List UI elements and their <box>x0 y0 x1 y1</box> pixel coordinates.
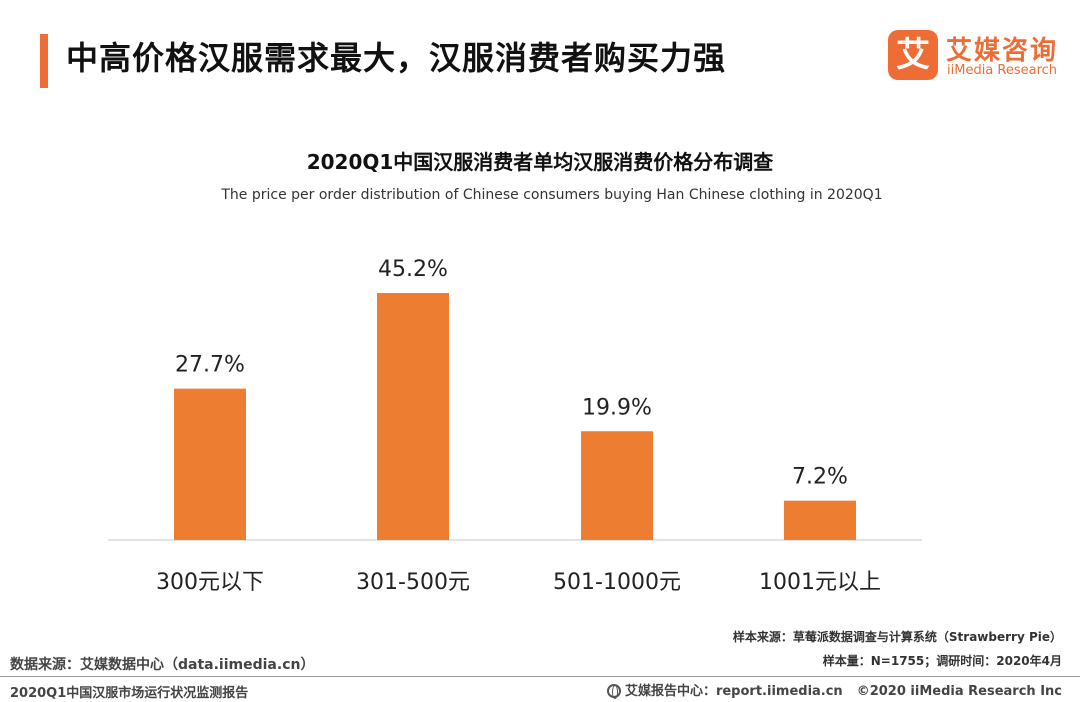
data-label-2: 45.2% <box>378 257 448 282</box>
data-label-1: 27.7% <box>175 353 245 378</box>
data-source-note: 数据来源：艾媒数据中心（data.iimedia.cn） <box>10 657 315 673</box>
category-label-1: 300元以下 <box>156 570 264 595</box>
iimedia-logo: 艾 艾媒咨询 iiMedia Research <box>888 30 1060 82</box>
title-accent-bar <box>40 34 48 88</box>
logo-mark-glyph: 艾 <box>896 35 930 75</box>
bar-3 <box>581 431 653 540</box>
category-label-3: 501-1000元 <box>553 570 681 595</box>
footer-divider <box>0 676 1080 677</box>
bar-1 <box>174 388 246 540</box>
data-label-3: 19.9% <box>582 395 652 420</box>
sample-size-note: 样本量：N=1755；调研时间：2020年4月 <box>822 654 1062 668</box>
chart-title: 2020Q1中国汉服消费者单均汉服消费价格分布调查 <box>306 150 774 174</box>
logo-name-cn: 艾媒咨询 <box>946 36 1059 66</box>
sample-source-note: 样本来源：草莓派数据调查与计算系统（Strawberry Pie） <box>732 630 1062 644</box>
category-label-2: 301-500元 <box>356 570 470 595</box>
chart-subtitle: The price per order distribution of Chin… <box>221 187 883 203</box>
report-center-link[interactable]: 艾媒报告中心：report.iimedia.cn <box>624 684 843 699</box>
logo-name-en: iiMedia Research <box>947 63 1058 78</box>
copyright: ©2020 iiMedia Research Inc <box>856 684 1062 699</box>
page-title: 中高价格汉服需求最大，汉服消费者购买力强 <box>66 39 727 77</box>
bar-4 <box>784 500 856 540</box>
category-label-4: 1001元以上 <box>759 570 881 595</box>
data-label-4: 7.2% <box>792 465 848 490</box>
globe-icon <box>606 684 621 699</box>
footer-right: 艾媒报告中心：report.iimedia.cn ©2020 iiMedia Re… <box>606 680 1062 699</box>
bar-2 <box>377 293 449 540</box>
logo-mark-icon: 艾 <box>888 30 938 80</box>
report-name: 2020Q1中国汉服市场运行状况监测报告 <box>10 686 249 701</box>
